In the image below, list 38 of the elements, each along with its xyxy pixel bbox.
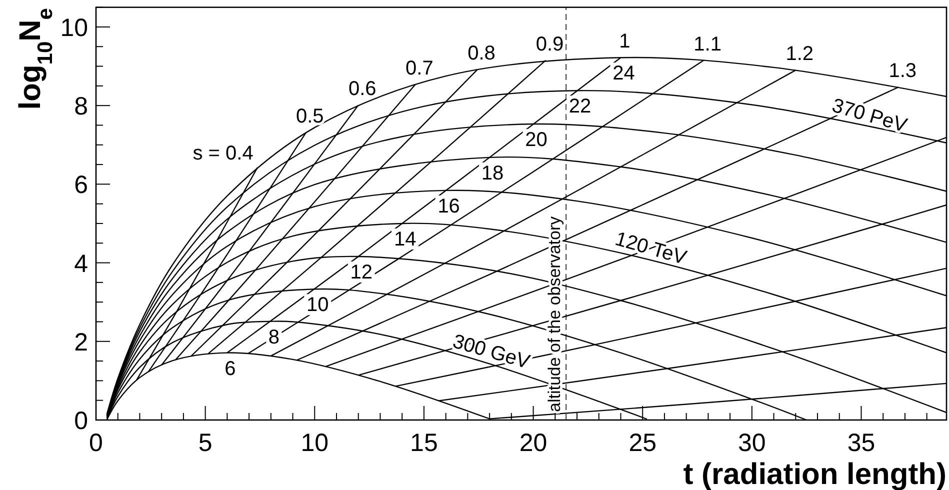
series-label: 14 xyxy=(394,228,416,250)
x-tick-label: 30 xyxy=(738,429,766,457)
series-label: 24 xyxy=(612,62,635,85)
series-label: s = 0.4 xyxy=(192,142,254,165)
series-label: 1.3 xyxy=(888,60,917,82)
y-tick-label: 8 xyxy=(74,92,88,121)
y-tick-label: 2 xyxy=(74,328,88,356)
series-label: 12 xyxy=(350,261,372,284)
x-tick-label: 25 xyxy=(628,429,656,457)
series-label: 20 xyxy=(525,129,548,152)
series-label: 0.7 xyxy=(406,57,434,80)
x-tick-label: 20 xyxy=(519,429,548,457)
annotation: 300 GeV xyxy=(450,330,533,374)
x-tick-label: 15 xyxy=(410,429,438,457)
series-label: 0.8 xyxy=(468,42,496,64)
series-label: 1 xyxy=(619,30,630,53)
y-tick-label: 10 xyxy=(60,14,88,42)
annotation: 370 PeV xyxy=(830,94,910,138)
series-label: 10 xyxy=(306,294,329,316)
series-label: 1.1 xyxy=(694,33,722,56)
series-label: 16 xyxy=(438,195,460,218)
y-tick-label: 0 xyxy=(74,407,88,435)
series-label: 0.5 xyxy=(296,106,324,128)
ref-line-label: altitude of the observatory xyxy=(545,216,564,412)
series-label: 6 xyxy=(224,358,236,380)
series-label: 18 xyxy=(481,162,504,184)
x-tick-label: 5 xyxy=(198,429,212,457)
x-tick-label: 35 xyxy=(847,429,876,457)
x-axis-title: t (radiation length) xyxy=(683,458,946,490)
series-label: 1.2 xyxy=(786,43,814,66)
series-label: 8 xyxy=(268,326,280,348)
x-tick-label: 10 xyxy=(300,429,329,457)
annotation: 120 TeV xyxy=(612,228,690,270)
series-label: 0.6 xyxy=(348,78,376,100)
y-tick-label: 6 xyxy=(74,171,88,200)
y-tick-label: 4 xyxy=(74,250,88,278)
series-label: 22 xyxy=(568,96,592,118)
series-label: 0.9 xyxy=(536,33,564,56)
